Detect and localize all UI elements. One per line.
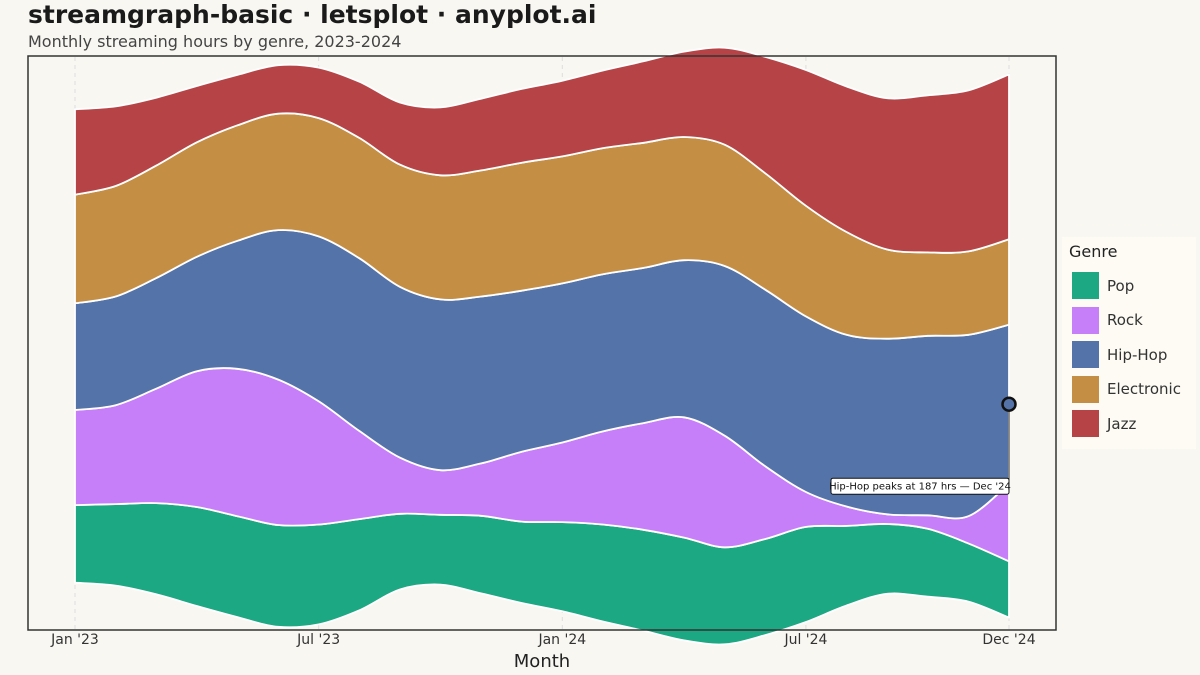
x-tick-label: Dec '24	[982, 632, 1035, 648]
legend-swatch	[1072, 306, 1099, 334]
stream-layer	[74, 46, 1010, 646]
legend-label: Electronic	[1107, 380, 1181, 398]
annotation-marker	[1001, 396, 1017, 412]
legend-item-jazz: Jazz	[1072, 410, 1136, 437]
annotation-layer: Hip-Hop peaks at 187 hrs — Dec '24	[829, 396, 1017, 495]
plot-border	[27, 55, 1057, 631]
legend-swatch	[1072, 341, 1099, 368]
legend-label: Pop	[1107, 276, 1135, 295]
legend-title: Genre	[1069, 242, 1118, 261]
legend-item-hip-hop: Hip-Hop	[1072, 341, 1167, 368]
legend-label: Jazz	[1107, 414, 1137, 433]
annotation-text: Hip-Hop peaks at 187 hrs — Dec '24	[829, 482, 1011, 493]
stream-jazz	[74, 46, 1010, 254]
x-tick-label: Jul '23	[296, 632, 340, 648]
legend-item-pop: Pop	[1072, 272, 1134, 299]
legend: Genre Pop Rock Hip-Hop Electronic Jazz	[1062, 237, 1196, 449]
chart-subtitle: Monthly streaming hours by genre, 2023-2…	[28, 32, 402, 51]
legend-label: Hip-Hop	[1107, 345, 1168, 364]
chart-title: streamgraph-basic · letsplot · anyplot.a…	[28, 0, 597, 29]
x-axis-title: Month	[514, 651, 570, 672]
legend-label: Rock	[1107, 311, 1143, 329]
legend-item-rock: Rock	[1072, 306, 1143, 334]
x-tick-label: Jul '24	[783, 632, 827, 648]
legend-item-electronic: Electronic	[1072, 375, 1181, 403]
x-axis-ticks: Jan '23 Jul '23 Jan '24 Jul '24 Dec '24	[50, 632, 1036, 648]
annotation-box	[830, 477, 1010, 495]
x-tick-label: Jan '23	[50, 632, 99, 648]
x-tick-label: Jan '24	[537, 632, 586, 648]
legend-swatch	[1072, 375, 1099, 403]
legend-swatch	[1072, 272, 1099, 299]
legend-swatch	[1072, 410, 1099, 437]
